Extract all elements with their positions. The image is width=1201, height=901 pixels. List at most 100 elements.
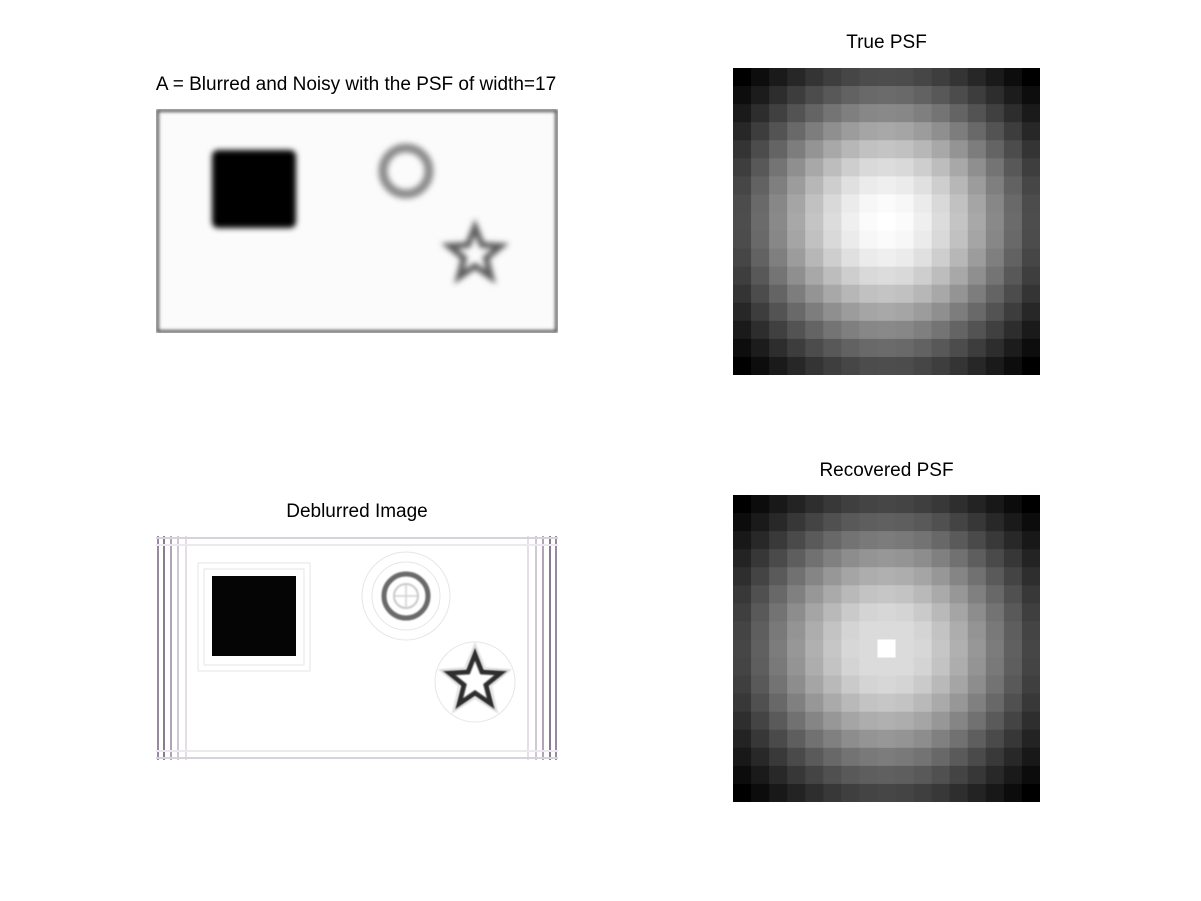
blurred-image-axes <box>156 109 558 333</box>
recovered-psf-cell <box>877 639 897 659</box>
recovered-psf-cell <box>733 603 752 623</box>
recovered-psf-cell <box>949 549 969 568</box>
true-psf-cell <box>751 356 770 375</box>
recovered-psf-cell <box>823 747 842 767</box>
recovered-psf-cell <box>913 657 933 677</box>
true-psf-cell <box>877 140 897 159</box>
true-psf-cell <box>733 266 752 286</box>
true-psf-cell <box>877 176 897 196</box>
true-psf-cell <box>823 338 842 358</box>
true-psf-cell <box>805 86 824 105</box>
recovered-psf-cell <box>787 729 806 749</box>
recovered-psf-cell <box>751 585 770 604</box>
recovered-psf-cell <box>895 549 915 568</box>
recovered-psf-cell <box>841 639 861 659</box>
recovered-psf-cell <box>1021 765 1040 785</box>
true-psf-cell <box>1003 212 1023 232</box>
true-psf-cell <box>1003 68 1023 87</box>
true-psf-cell <box>895 356 915 375</box>
true-psf-cell <box>877 338 897 358</box>
recovered-psf-cell <box>949 657 969 677</box>
recovered-psf-cell <box>931 603 951 623</box>
true-psf-cell <box>931 302 951 322</box>
recovered-psf-cell <box>769 513 788 532</box>
true-psf-cell <box>985 158 1005 177</box>
true-psf-cell <box>931 230 951 250</box>
recovered-psf-cell <box>1021 531 1040 550</box>
recovered-psf-cell <box>1003 549 1023 568</box>
recovered-psf-cell <box>931 495 951 514</box>
recovered-psf-cell <box>1003 711 1023 731</box>
recovered-psf-cell <box>913 747 933 767</box>
recovered-psf-cell <box>877 531 897 550</box>
true-psf-cell <box>985 122 1005 141</box>
recovered-psf-cell <box>895 657 915 677</box>
recovered-psf-cell <box>913 585 933 604</box>
recovered-psf-cell <box>733 783 752 802</box>
recovered-psf-cell <box>1003 693 1023 713</box>
true-psf-cell <box>1021 140 1040 159</box>
deblurred-image-axes <box>156 536 558 760</box>
true-psf-cell <box>859 68 879 87</box>
true-psf-cell <box>985 284 1005 304</box>
recovered-psf-cell <box>931 531 951 550</box>
true-psf-cell <box>967 122 987 141</box>
recovered-psf-cell <box>751 657 770 677</box>
true-psf-cell <box>859 248 879 268</box>
recovered-psf-cell <box>805 729 824 749</box>
true-psf-cell <box>841 356 861 375</box>
blurred-ring <box>378 143 434 199</box>
blurred-square <box>212 150 296 228</box>
true-psf-cell <box>733 248 752 268</box>
recovered-psf-cell <box>859 531 879 550</box>
recovered-psf-cell <box>823 657 842 677</box>
true-psf-cell <box>841 302 861 322</box>
recovered-psf-cell <box>841 513 861 532</box>
recovered-psf-cell <box>985 747 1005 767</box>
true-psf-cell <box>859 158 879 177</box>
true-psf-cell <box>733 338 752 358</box>
true-psf-cell <box>967 356 987 375</box>
true-psf-cell <box>841 248 861 268</box>
recovered-psf-cell <box>913 783 933 802</box>
recovered-psf-cell <box>859 765 879 785</box>
recovered-psf-cell <box>751 783 770 802</box>
recovered-psf-cell <box>895 639 915 659</box>
recovered-psf-cell <box>931 585 951 604</box>
recovered-psf-cell <box>931 621 951 641</box>
recovered-psf-cell <box>949 675 969 695</box>
true-psf-cell <box>751 104 770 123</box>
recovered-psf-cell <box>823 531 842 550</box>
recovered-psf-cell <box>931 567 951 586</box>
recovered-psf-cell <box>913 531 933 550</box>
recovered-psf-axes <box>733 495 1040 802</box>
recovered-psf-cell <box>877 603 897 623</box>
true-psf-cell <box>769 104 788 123</box>
recovered-psf-cell <box>1021 621 1040 641</box>
true-psf-cell <box>733 104 752 123</box>
recovered-psf-cell <box>895 729 915 749</box>
recovered-psf-cell <box>985 693 1005 713</box>
recovered-psf-cell <box>985 603 1005 623</box>
recovered-psf-cell <box>895 783 915 802</box>
true-psf-cell <box>931 194 951 214</box>
recovered-psf-cell <box>841 729 861 749</box>
true-psf-cell <box>823 194 842 214</box>
true-psf-cell <box>805 122 824 141</box>
recovered-psf-cell <box>805 639 824 659</box>
true-psf-cell <box>1003 176 1023 196</box>
true-psf-cell <box>949 320 969 340</box>
recovered-psf-cell <box>895 747 915 767</box>
true-psf-cell <box>733 68 752 87</box>
recovered-psf-cell <box>877 729 897 749</box>
recovered-psf-cell <box>967 513 987 532</box>
recovered-psf-cell <box>751 621 770 641</box>
true-psf-cell <box>859 212 879 232</box>
blurred-image <box>156 109 558 333</box>
true-psf-cell <box>787 212 806 232</box>
recovered-psf-cell <box>1003 729 1023 749</box>
recovered-psf-cell <box>733 657 752 677</box>
recovered-psf-cell <box>769 531 788 550</box>
true-psf-cell <box>805 230 824 250</box>
recovered-psf-cell <box>769 549 788 568</box>
